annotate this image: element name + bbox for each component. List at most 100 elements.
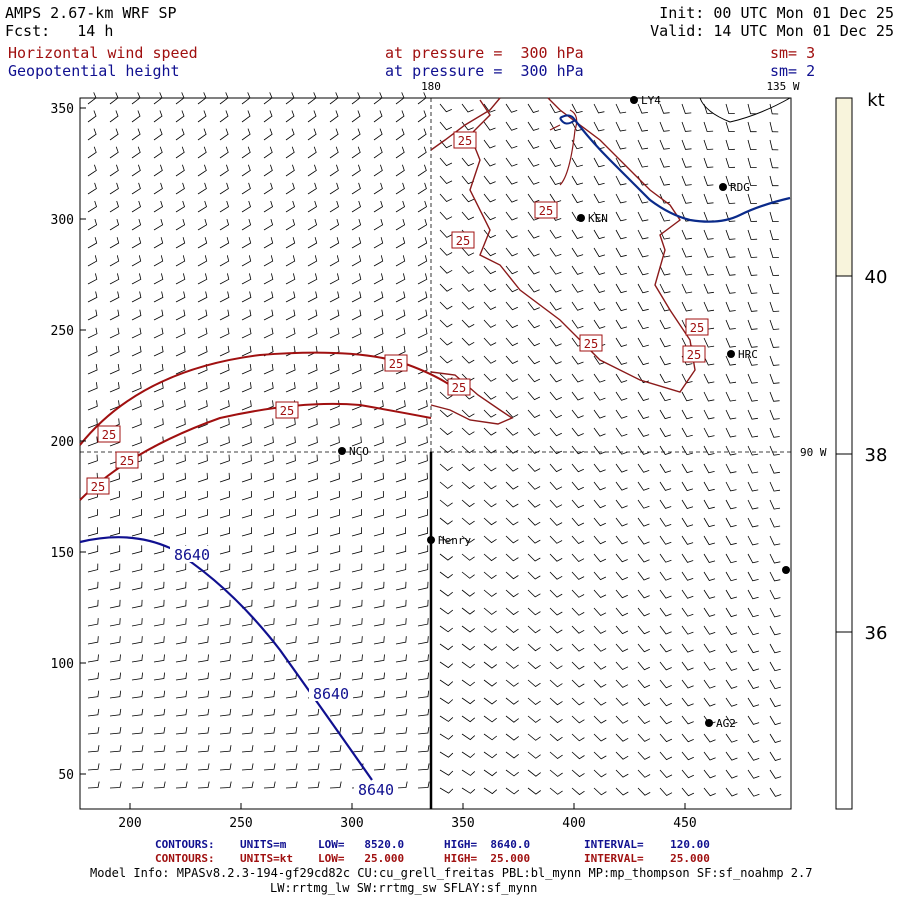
wind-barb bbox=[131, 273, 142, 285]
field1-name: Horizontal wind speed bbox=[8, 44, 198, 62]
wind-barb bbox=[769, 463, 780, 474]
wind-barb bbox=[659, 409, 672, 420]
wind-barb bbox=[769, 625, 781, 636]
wind-barb bbox=[659, 535, 672, 545]
wind-barb bbox=[527, 355, 540, 365]
wind-barb bbox=[637, 229, 649, 240]
wind-barb bbox=[285, 291, 296, 303]
wind-barb bbox=[263, 672, 275, 681]
wind-barb bbox=[263, 454, 274, 465]
wind-barb bbox=[637, 211, 649, 222]
wind-barb bbox=[527, 607, 541, 616]
wind-barb bbox=[439, 265, 453, 274]
wind-barb bbox=[373, 581, 385, 591]
wind-barb bbox=[483, 355, 497, 364]
station-label: Henry bbox=[438, 534, 471, 547]
station-dot bbox=[705, 719, 713, 727]
wind-barb bbox=[87, 382, 98, 393]
wind-barb bbox=[307, 255, 318, 267]
wind-barb bbox=[681, 481, 694, 492]
wind-barb bbox=[131, 509, 143, 519]
wind-barb bbox=[725, 373, 737, 384]
wind-barb bbox=[769, 751, 782, 761]
wind-barb bbox=[109, 273, 120, 285]
wind-barb bbox=[417, 128, 427, 141]
wind-barb bbox=[373, 763, 386, 771]
wind-barb bbox=[527, 409, 541, 418]
wind-barb bbox=[263, 581, 275, 591]
wind-barb bbox=[681, 715, 694, 725]
colorbar-fill bbox=[835, 97, 853, 277]
wind-barb bbox=[395, 545, 407, 555]
wind-barb bbox=[571, 319, 584, 329]
wind-barb bbox=[153, 110, 163, 123]
wind-barb bbox=[725, 661, 738, 671]
wind-barb bbox=[461, 283, 475, 292]
wind-barb bbox=[175, 727, 188, 735]
wind-barb bbox=[725, 499, 737, 510]
contour-interval-2: INTERVAL= 25.000 bbox=[584, 852, 710, 865]
wind-barb bbox=[527, 175, 540, 185]
wind-barb bbox=[219, 472, 230, 483]
wind-barb bbox=[747, 445, 759, 456]
wind-barb bbox=[87, 672, 99, 681]
wind-barb bbox=[461, 319, 475, 328]
wind-barb bbox=[483, 211, 496, 221]
wind-barb bbox=[483, 499, 497, 508]
wind-barb bbox=[659, 463, 672, 473]
wind-barb bbox=[131, 636, 143, 645]
wind-barb bbox=[593, 301, 606, 311]
wind-barb bbox=[285, 745, 298, 753]
contour-high-1: HIGH= 8640.0 bbox=[444, 838, 531, 851]
wind-barb bbox=[725, 625, 738, 635]
wind-barb bbox=[351, 490, 362, 501]
wind-barb bbox=[527, 589, 541, 598]
wind-barb bbox=[131, 363, 142, 375]
wind-barb bbox=[87, 727, 100, 735]
wind-barb bbox=[263, 110, 273, 123]
wind-barb bbox=[307, 654, 319, 663]
wind-barb bbox=[395, 110, 405, 123]
wind-barb bbox=[593, 211, 605, 222]
wind-barb bbox=[483, 571, 497, 580]
contour-low-2: LOW= 25.000 bbox=[318, 852, 405, 865]
wind-barb bbox=[549, 319, 562, 329]
wind-barb bbox=[747, 193, 757, 205]
wind-barb bbox=[175, 146, 185, 159]
wind-barb bbox=[197, 781, 210, 789]
wind-barb bbox=[681, 427, 693, 438]
wind-barb bbox=[219, 128, 229, 141]
wind-barb bbox=[417, 690, 430, 699]
wind-barb bbox=[285, 128, 295, 141]
wind-barb bbox=[725, 445, 737, 456]
wind-barb bbox=[461, 607, 475, 615]
wind-barb bbox=[285, 182, 295, 195]
wind-barb bbox=[131, 781, 144, 789]
wind-barb bbox=[527, 319, 540, 329]
wind-barb bbox=[615, 211, 627, 222]
wind-barb bbox=[571, 427, 584, 437]
wind-barb bbox=[483, 175, 496, 185]
wind-barb bbox=[153, 618, 165, 627]
wind-barb bbox=[439, 337, 453, 346]
wind-barb bbox=[461, 265, 475, 274]
wind-barb bbox=[87, 273, 98, 285]
wind-barb bbox=[637, 355, 650, 366]
wind-barb bbox=[703, 391, 715, 402]
wind-barb bbox=[747, 535, 759, 546]
wind-barb bbox=[351, 527, 362, 537]
x-tick-label: 300 bbox=[340, 816, 363, 831]
wind-barb bbox=[373, 200, 383, 213]
height-contour-label: 8640 bbox=[358, 781, 394, 799]
wind-barb bbox=[285, 545, 297, 555]
wind-barb bbox=[153, 400, 164, 411]
wind-barb bbox=[461, 733, 476, 741]
wind-barb bbox=[681, 499, 694, 509]
wind-barb bbox=[329, 273, 340, 285]
wind-barb bbox=[505, 193, 518, 203]
wind-barb bbox=[219, 237, 230, 249]
wind-barb bbox=[87, 781, 100, 789]
wind-barb bbox=[373, 490, 384, 501]
wind-contour-label: 25 bbox=[280, 404, 294, 418]
wind-barb bbox=[417, 382, 428, 393]
